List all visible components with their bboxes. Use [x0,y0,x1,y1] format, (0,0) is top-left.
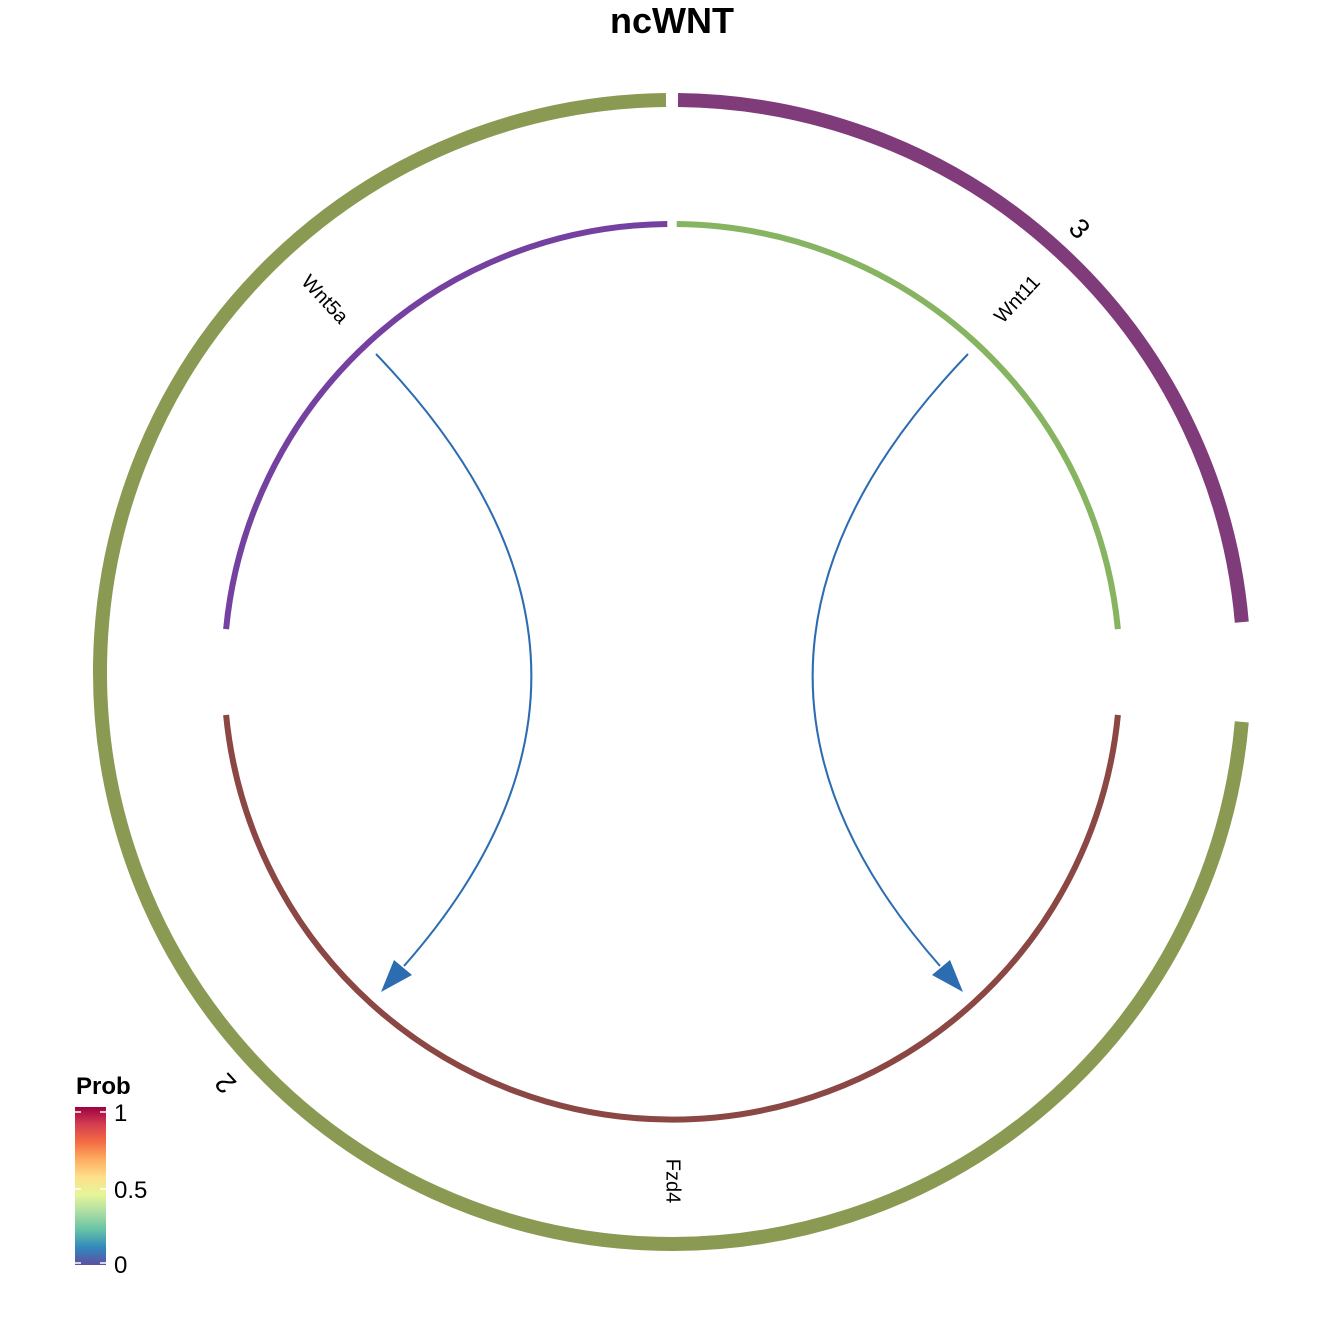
legend-tick-0: 0 [114,1252,127,1279]
node-arc-fzd4 [223,714,1121,1123]
legend-tick-0-5: 0.5 [114,1177,147,1204]
node-arc-wnt11 [676,221,1121,630]
node-label-fzd4: Fzd4 [662,1159,684,1203]
diagram-title: ncWNT [610,0,734,41]
group-arc-2 [92,93,1249,1251]
group-label-2: 2 [209,1067,242,1100]
legend-title: Prob [76,1073,131,1100]
node-label-wnt11: Wnt11 [990,271,1045,327]
legend-tick-1: 1 [114,1100,127,1127]
node-arc-wnt5a [223,221,668,630]
arrowhead-wnt11-fzd4 [932,960,963,992]
group-arc-3 [677,93,1249,623]
legend: Prob 1 0.5 0 [75,1073,147,1279]
link-wnt5a-fzd4 [375,353,533,967]
link-wnt11-fzd4 [811,353,969,967]
node-label-wnt5a: Wnt5a [297,271,353,329]
arrowhead-wnt5a-fzd4 [381,960,412,992]
group-label-3: 3 [1063,212,1096,245]
legend-colorbar [75,1107,106,1265]
